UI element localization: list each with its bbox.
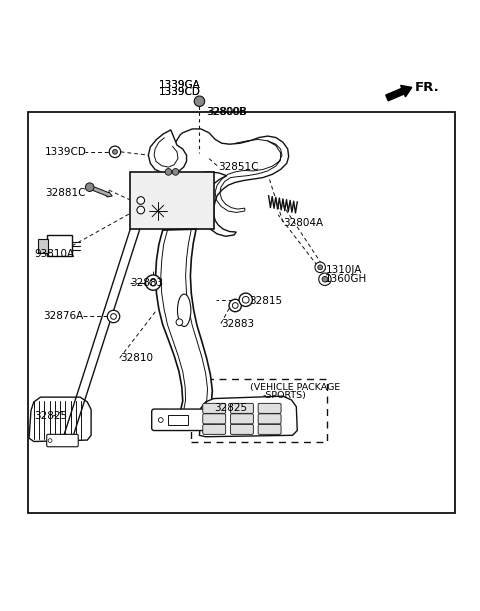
- Bar: [192, 379, 327, 442]
- Text: 1339GA: 1339GA: [159, 80, 201, 90]
- Polygon shape: [148, 130, 187, 174]
- Circle shape: [239, 293, 252, 307]
- Circle shape: [194, 96, 204, 106]
- Circle shape: [137, 197, 144, 204]
- Text: 1339CD: 1339CD: [159, 87, 201, 97]
- FancyBboxPatch shape: [230, 424, 253, 434]
- FancyBboxPatch shape: [230, 414, 253, 424]
- Circle shape: [109, 146, 120, 158]
- Text: 1339CD: 1339CD: [159, 87, 201, 97]
- FancyBboxPatch shape: [203, 424, 226, 434]
- Text: 32883: 32883: [130, 277, 163, 288]
- Text: 1360GH: 1360GH: [325, 274, 367, 284]
- FancyBboxPatch shape: [258, 424, 281, 434]
- Bar: [38, 239, 48, 252]
- Circle shape: [242, 296, 249, 303]
- Text: 32815: 32815: [250, 296, 283, 306]
- Text: 32883: 32883: [221, 318, 254, 329]
- FancyBboxPatch shape: [258, 403, 281, 414]
- Polygon shape: [156, 229, 212, 420]
- Text: 32825: 32825: [214, 403, 247, 413]
- Circle shape: [108, 310, 120, 323]
- Text: 32876A: 32876A: [43, 312, 84, 321]
- Polygon shape: [171, 129, 288, 236]
- FancyBboxPatch shape: [47, 434, 78, 447]
- Circle shape: [176, 319, 183, 326]
- Polygon shape: [199, 396, 297, 437]
- Text: 32825: 32825: [34, 411, 67, 421]
- Circle shape: [137, 207, 144, 214]
- Bar: [130, 172, 214, 229]
- Text: FR.: FR.: [415, 81, 439, 94]
- Circle shape: [172, 169, 179, 175]
- Text: 32800B: 32800B: [207, 107, 248, 117]
- Circle shape: [318, 265, 323, 269]
- FancyArrow shape: [89, 185, 112, 197]
- Text: 1310JA: 1310JA: [326, 265, 362, 275]
- Polygon shape: [29, 397, 91, 442]
- FancyBboxPatch shape: [152, 409, 211, 431]
- FancyBboxPatch shape: [258, 414, 281, 424]
- Circle shape: [85, 183, 94, 191]
- Circle shape: [145, 275, 161, 290]
- Text: 32800B: 32800B: [206, 107, 247, 117]
- Text: 32851C: 32851C: [218, 162, 259, 172]
- FancyBboxPatch shape: [203, 403, 226, 414]
- Circle shape: [111, 313, 116, 320]
- Text: 1339CD: 1339CD: [45, 147, 87, 157]
- Ellipse shape: [178, 294, 191, 326]
- Circle shape: [319, 273, 331, 285]
- Text: -SPORTS): -SPORTS): [263, 390, 307, 400]
- FancyArrow shape: [386, 86, 412, 101]
- Circle shape: [150, 279, 156, 286]
- Circle shape: [48, 439, 52, 442]
- FancyBboxPatch shape: [203, 414, 226, 424]
- Circle shape: [315, 262, 325, 273]
- Circle shape: [113, 150, 117, 154]
- FancyBboxPatch shape: [230, 403, 253, 414]
- Circle shape: [165, 169, 172, 175]
- Circle shape: [232, 302, 238, 309]
- Text: 93810A: 93810A: [35, 249, 75, 259]
- Bar: [168, 415, 188, 425]
- Text: 32804A: 32804A: [283, 218, 323, 229]
- Text: 32810: 32810: [120, 353, 153, 363]
- Bar: [47, 235, 72, 257]
- Circle shape: [322, 276, 328, 282]
- Text: 1339GA: 1339GA: [159, 80, 201, 90]
- Circle shape: [158, 418, 163, 422]
- Bar: [28, 112, 455, 513]
- Text: 32881C: 32881C: [45, 188, 86, 199]
- Text: (VEHICLE PACKAGE: (VEHICLE PACKAGE: [250, 383, 340, 392]
- Circle shape: [229, 299, 241, 312]
